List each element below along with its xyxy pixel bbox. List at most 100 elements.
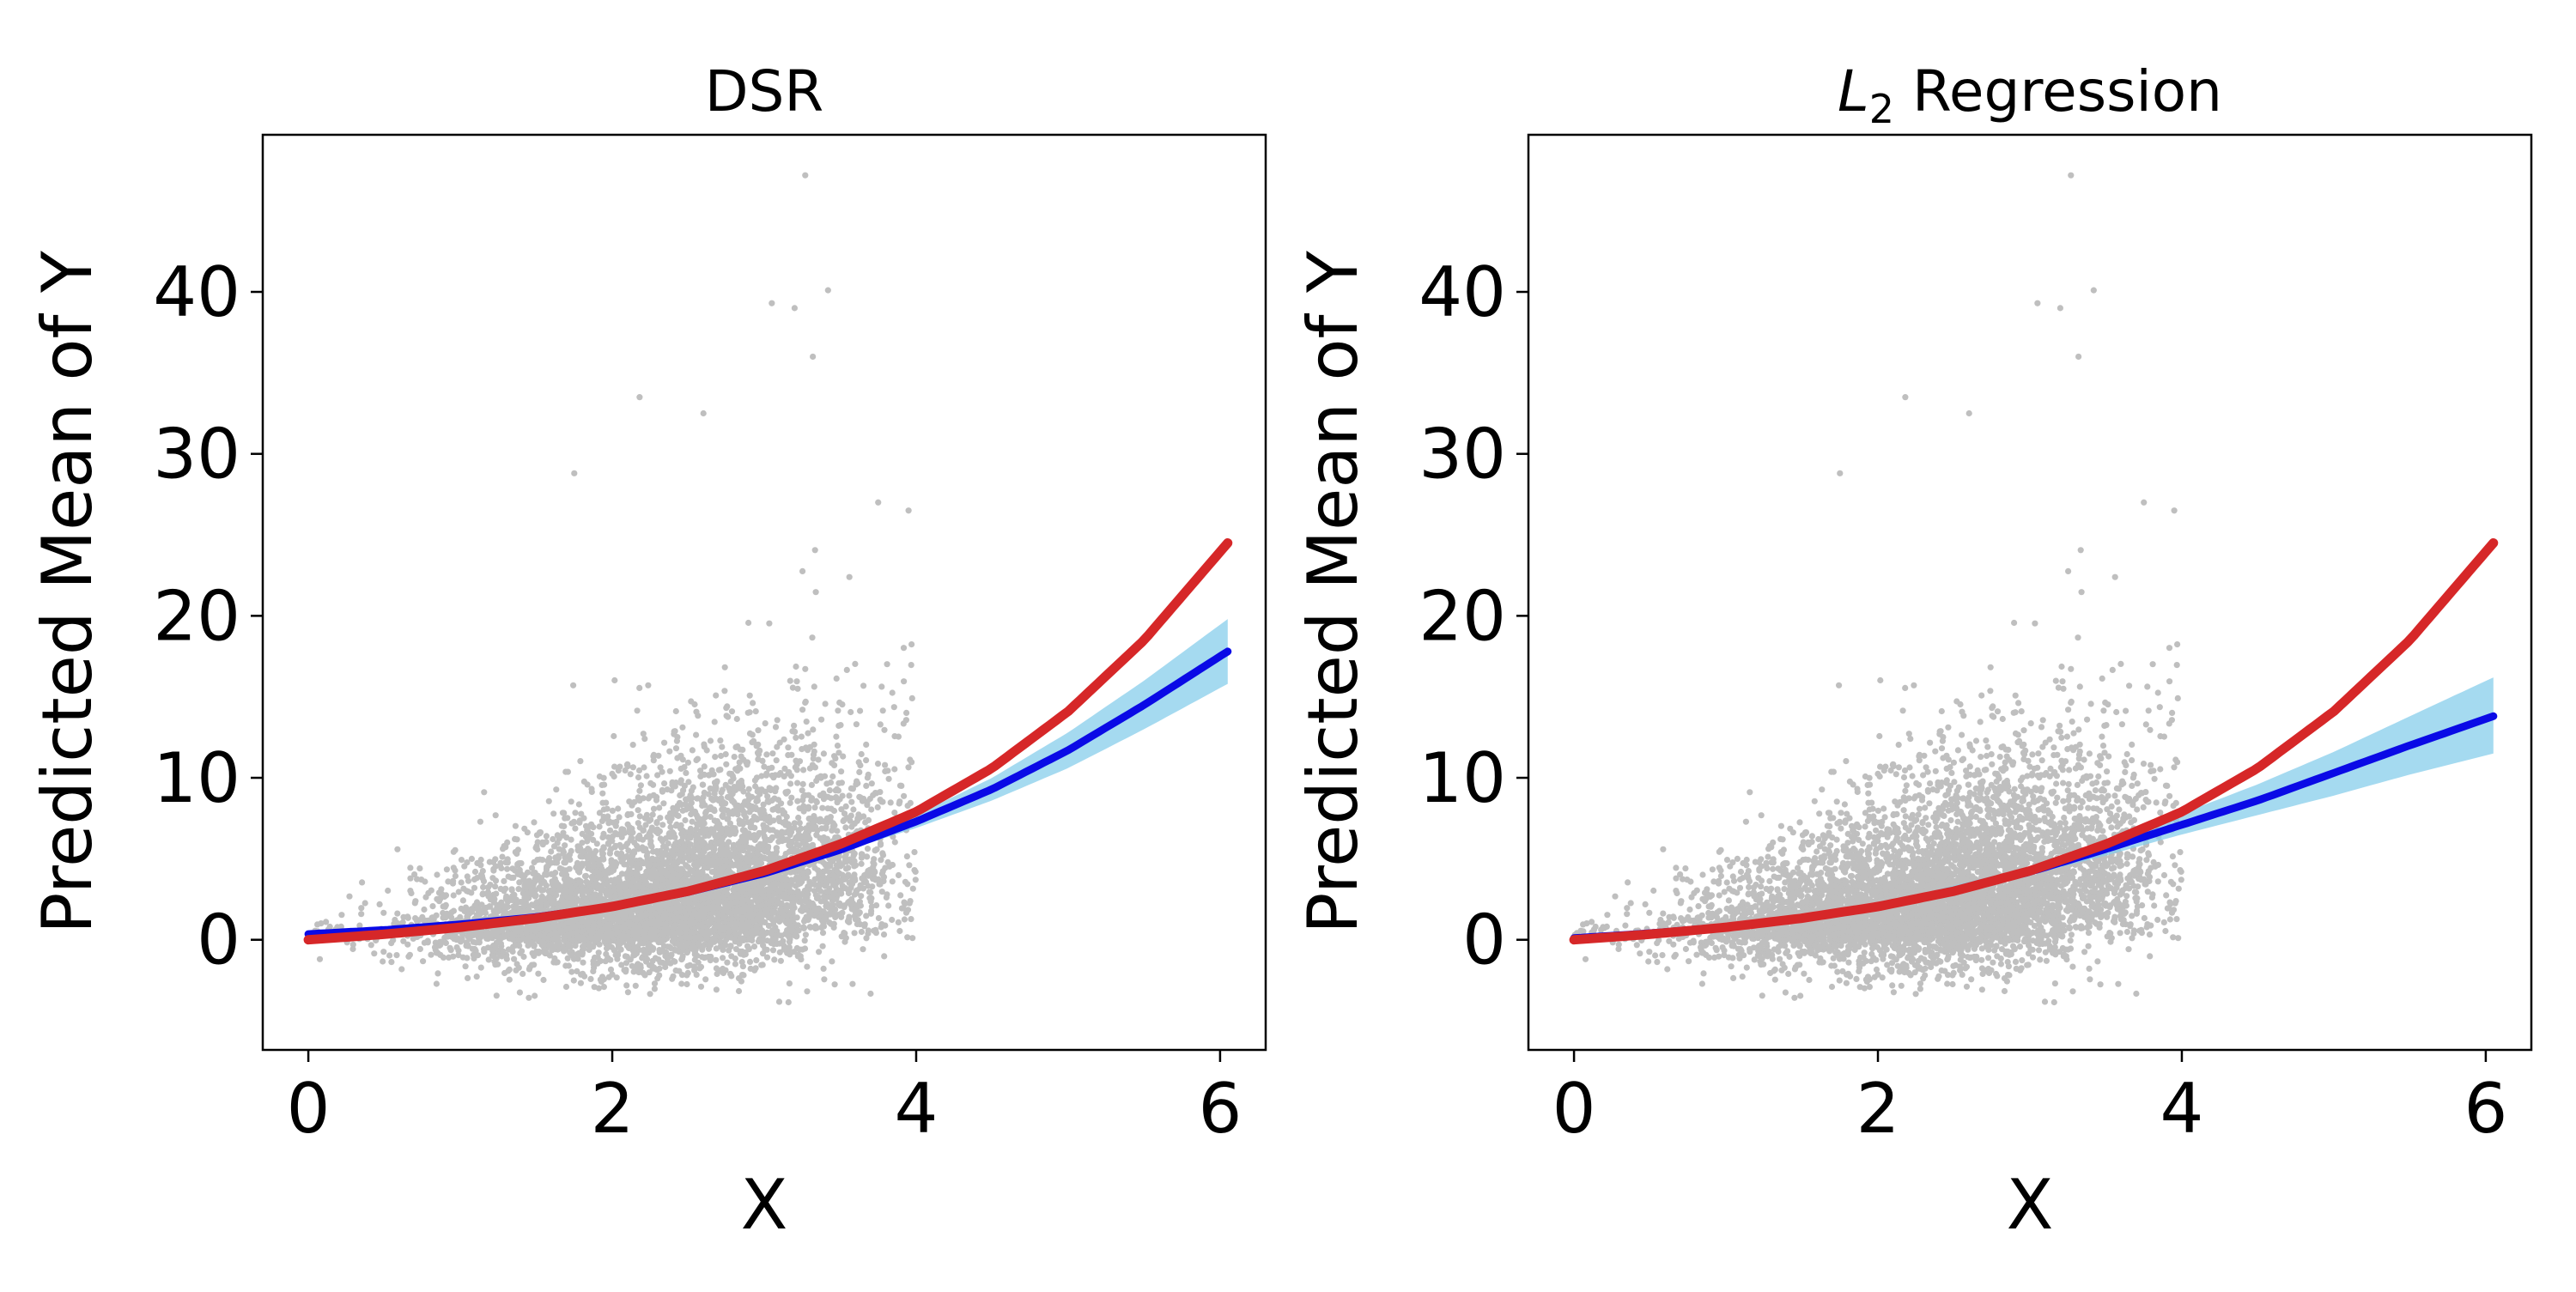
- scatter-point: [799, 707, 806, 713]
- scatter-point: [623, 842, 629, 850]
- scatter-point: [651, 986, 659, 992]
- scatter-point: [858, 893, 865, 900]
- scatter-point: [761, 833, 768, 840]
- scatter-point: [605, 955, 611, 961]
- scatter-point: [858, 750, 865, 758]
- scatter-point: [376, 901, 383, 907]
- scatter-point: [501, 888, 507, 895]
- scatter-point: [762, 855, 769, 862]
- scatter-point: [715, 767, 722, 773]
- scatter-point: [848, 895, 855, 903]
- scatter-point: [408, 889, 415, 897]
- scatter-point: [656, 804, 663, 811]
- scatter-point: [541, 878, 548, 886]
- scatter-point: [884, 661, 890, 668]
- scatter-point: [865, 816, 872, 824]
- scatter-point: [857, 882, 864, 889]
- scatter-point: [611, 773, 617, 780]
- scatter-point: [895, 871, 902, 879]
- scatter-point: [885, 775, 892, 782]
- scatter-point: [763, 937, 771, 944]
- scatter-point: [775, 998, 783, 1005]
- scatter-point: [829, 958, 835, 965]
- scatter-point: [895, 919, 902, 925]
- scatter-point: [787, 773, 795, 779]
- scatter-point: [512, 835, 519, 843]
- scatter-point: [616, 875, 623, 882]
- scatter-point: [641, 972, 648, 979]
- scatter-point: [659, 788, 666, 795]
- scatter-point: [635, 807, 641, 814]
- scatter-point: [656, 972, 663, 979]
- scatter-point: [722, 857, 729, 864]
- scatter-point: [842, 824, 849, 831]
- scatter-point: [745, 619, 752, 627]
- scatter-point: [568, 798, 574, 805]
- scatter-point: [464, 955, 471, 961]
- scatter-point: [724, 959, 731, 966]
- scatter-point: [841, 857, 849, 864]
- scatter-point: [673, 859, 681, 866]
- scatter-point: [835, 749, 842, 756]
- scatter-point: [699, 798, 707, 805]
- scatter-point: [858, 928, 866, 936]
- scatter-point: [864, 853, 871, 860]
- scatter-point: [834, 743, 841, 749]
- scatter-point: [607, 846, 614, 853]
- scatter-point: [697, 983, 705, 990]
- scatter-point: [874, 761, 882, 767]
- scatter-point: [532, 845, 539, 852]
- scatter-point: [580, 959, 586, 966]
- scatter-point: [564, 955, 571, 961]
- scatter-point: [858, 860, 865, 867]
- scatter-point: [486, 858, 493, 865]
- scatter-point: [644, 955, 651, 962]
- scatter-point: [827, 779, 835, 786]
- scatter-point: [839, 701, 846, 708]
- scatter-point: [505, 873, 512, 880]
- scatter-point: [787, 828, 793, 835]
- scatter-point: [671, 935, 677, 942]
- scatter-point: [524, 829, 531, 836]
- scatter-point: [885, 902, 892, 909]
- scatter-point: [831, 981, 838, 988]
- scatter-point: [599, 834, 606, 841]
- scatter-point: [579, 860, 586, 867]
- scatter-point: [468, 855, 476, 863]
- scatter-point: [868, 806, 875, 813]
- scatter-point: [414, 876, 421, 883]
- scatter-point: [410, 935, 416, 942]
- scatter-point: [763, 751, 770, 758]
- scatter-point: [831, 753, 838, 760]
- scatter-point: [654, 830, 661, 837]
- scatter-point: [799, 787, 805, 794]
- scatter-point: [818, 716, 825, 723]
- scatter-point: [811, 804, 818, 811]
- scatter-point: [722, 942, 729, 949]
- scatter-point: [575, 801, 583, 808]
- scatter-point: [699, 781, 706, 788]
- scatter-point: [515, 886, 522, 893]
- scatter-point: [849, 881, 856, 888]
- scatter-point: [523, 930, 530, 937]
- scatter-point: [407, 875, 414, 882]
- scatter-point: [567, 856, 574, 864]
- scatter-point: [492, 877, 500, 884]
- scatter-point: [612, 879, 619, 886]
- scatter-point: [590, 967, 597, 974]
- scatter-point: [762, 720, 769, 727]
- scatter-point: [842, 803, 849, 810]
- scatter-point: [459, 897, 467, 904]
- scatter-point: [562, 842, 568, 849]
- scatter-point: [558, 822, 565, 829]
- scatter-point: [860, 813, 867, 820]
- scatter-point: [636, 684, 643, 692]
- scatter-point: [493, 890, 500, 897]
- scatter-point: [876, 881, 883, 888]
- scatter-point: [793, 678, 800, 685]
- scatter-point: [757, 786, 765, 793]
- scatter-point: [556, 846, 562, 852]
- scatter-point: [904, 934, 911, 941]
